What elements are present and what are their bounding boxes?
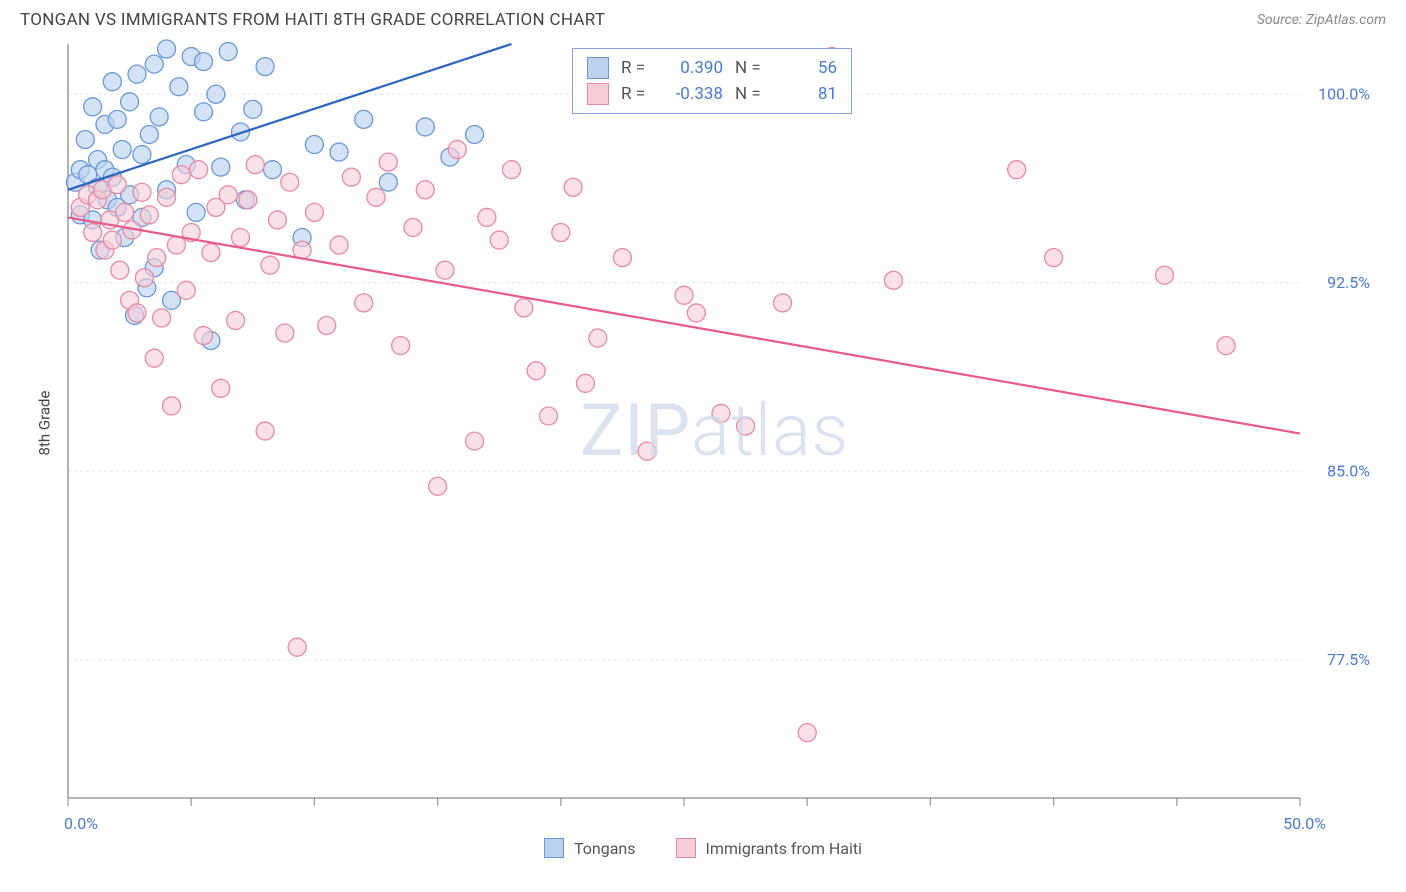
legend-item: Tongans xyxy=(544,838,636,858)
svg-text:85.0%: 85.0% xyxy=(1327,461,1370,480)
stats-row: R = 0.390 N = 56 xyxy=(587,55,837,81)
scatter-chart-svg: 77.5% 85.0% 92.5% 100.0% xyxy=(20,38,1386,808)
legend-label: Tongans xyxy=(574,839,636,858)
legend-item: Immigrants from Haiti xyxy=(676,838,862,858)
stats-row: R = -0.338 N = 81 xyxy=(587,81,837,107)
svg-text:100.0%: 100.0% xyxy=(1318,84,1370,103)
bottom-legend: Tongans Immigrants from Haiti xyxy=(0,838,1406,858)
legend-label: Immigrants from Haiti xyxy=(706,839,862,858)
r-value: -0.338 xyxy=(663,84,723,104)
n-label: N = xyxy=(735,84,765,104)
x-tick-label: 50.0% xyxy=(1283,814,1326,833)
n-label: N = xyxy=(735,58,765,78)
correlation-stats-box: R = 0.390 N = 56 R = -0.338 N = 81 xyxy=(572,48,852,114)
legend-swatch xyxy=(544,838,564,858)
x-axis-labels: 0.0% 50.0% xyxy=(20,814,1386,836)
svg-text:92.5%: 92.5% xyxy=(1327,273,1370,292)
n-value: 81 xyxy=(777,84,837,104)
r-label: R = xyxy=(621,84,651,104)
chart-title: TONGAN VS IMMIGRANTS FROM HAITI 8TH GRAD… xyxy=(20,10,605,30)
chart-area: 8th Grade 77.5%85.0%92.5%100.0% ZIPatlas… xyxy=(20,38,1386,808)
svg-text:77.5%: 77.5% xyxy=(1327,650,1370,669)
n-value: 56 xyxy=(777,58,837,78)
r-value: 0.390 xyxy=(663,58,723,78)
legend-swatch xyxy=(587,57,609,79)
legend-swatch xyxy=(676,838,696,858)
chart-source: Source: ZipAtlas.com xyxy=(1257,12,1386,28)
x-tick-label: 0.0% xyxy=(64,814,98,833)
chart-header: TONGAN VS IMMIGRANTS FROM HAITI 8TH GRAD… xyxy=(0,0,1406,38)
legend-swatch xyxy=(587,83,609,105)
y-axis-label: 8th Grade xyxy=(35,391,53,456)
r-label: R = xyxy=(621,58,651,78)
